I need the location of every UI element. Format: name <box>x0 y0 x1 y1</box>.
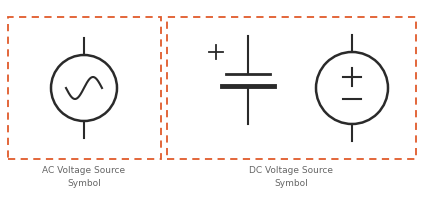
Text: DC Voltage Source
Symbol: DC Voltage Source Symbol <box>249 166 333 188</box>
Text: AC Voltage Source
Symbol: AC Voltage Source Symbol <box>42 166 126 188</box>
